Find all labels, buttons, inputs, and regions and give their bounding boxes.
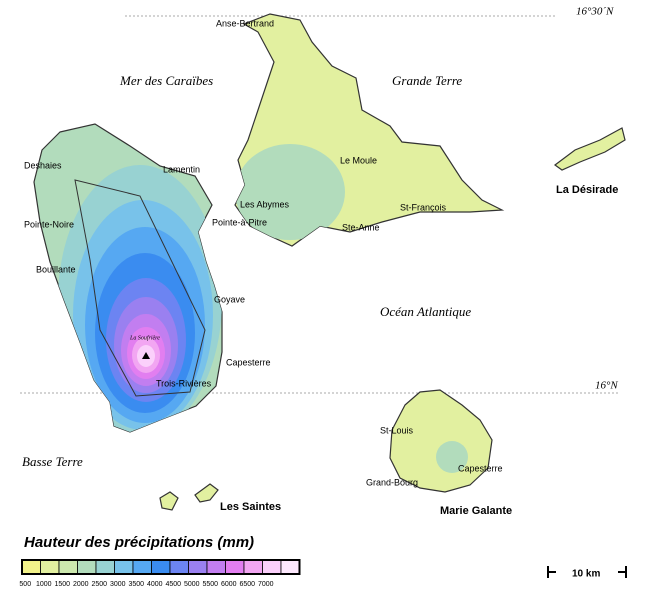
rain-zones — [58, 165, 222, 432]
legend-swatch — [21, 559, 41, 575]
rain-zone — [235, 144, 345, 240]
place-label: Grand-Bourg — [366, 477, 418, 487]
place-label: Lamentin — [163, 164, 200, 174]
island-label: Les Saintes — [220, 501, 281, 513]
place-label: Ste-Anne — [342, 222, 380, 232]
place-label: Pointe-à-Pitre — [212, 217, 267, 227]
legend-swatch — [243, 559, 263, 575]
legend-label: 7000 — [258, 581, 274, 588]
legend-label: 1500 — [54, 581, 70, 588]
legend-label: 5000 — [184, 581, 200, 588]
summit — [142, 352, 150, 359]
legend-swatch — [188, 559, 208, 575]
legend-label: 3000 — [110, 581, 126, 588]
place-label: Les Abymes — [240, 199, 290, 209]
legend-swatch — [132, 559, 152, 575]
place-label: Trois-Rivières — [156, 378, 212, 388]
park-boundary — [74, 179, 206, 397]
les-saintes — [159, 491, 179, 511]
labels: 16°30´N 16°N Mer des Caraïbes Grande Ter… — [22, 6, 618, 580]
legend-label: 5500 — [202, 581, 218, 588]
place-label: Deshaies — [24, 160, 62, 170]
legend-swatch — [77, 559, 97, 575]
scale-bar — [547, 566, 627, 578]
summit-label: La Soufrière — [129, 334, 160, 341]
place-label: Anse-Bertrand — [216, 18, 274, 28]
legend-swatch — [58, 559, 78, 575]
place-label: Bouillante — [36, 264, 76, 274]
legend-swatch — [151, 559, 171, 575]
region-label: Grande Terre — [392, 73, 462, 88]
island-label: La Désirade — [556, 184, 618, 196]
place-label: Le Moule — [340, 155, 377, 165]
les-saintes — [194, 483, 219, 503]
basemap — [20, 13, 627, 578]
legend-title: Hauteur des précipitations (mm) — [24, 534, 254, 551]
legend-swatch — [114, 559, 134, 575]
legend-label: 4000 — [147, 581, 163, 588]
region-label: Basse Terre — [22, 454, 83, 469]
sea-label: Mer des Caraïbes — [119, 73, 213, 88]
place-label: St-François — [400, 202, 447, 212]
legend-label: 2500 — [91, 581, 107, 588]
island-label: Marie Galante — [440, 505, 512, 517]
place-label: Pointe-Noire — [24, 219, 74, 229]
place-label: Capesterre — [226, 357, 271, 367]
legend: Hauteur des précipitations (mm) 500 1000 1… — [19, 534, 301, 588]
legend-label: 6500 — [239, 581, 255, 588]
legend-label: 4500 — [165, 581, 181, 588]
legend-swatch — [40, 559, 60, 575]
legend-swatch — [95, 559, 115, 575]
place-label: Goyave — [214, 294, 245, 304]
legend-swatch — [206, 559, 226, 575]
legend-label: 6000 — [221, 581, 237, 588]
latitude-label: 16°N — [595, 380, 618, 392]
place-label: Capesterre — [458, 463, 503, 473]
marie-galante — [389, 389, 493, 493]
legend-swatch — [280, 559, 300, 575]
legend-swatch — [262, 559, 282, 575]
legend-swatch — [169, 559, 189, 575]
legend-label: 2000 — [73, 581, 89, 588]
sea-label: Océan Atlantique — [380, 304, 471, 319]
la-desirade — [553, 127, 626, 171]
legend-swatch — [225, 559, 245, 575]
legend-frame — [21, 559, 301, 575]
latitude-label: 16°30´N — [576, 6, 614, 18]
place-label: St-Louis — [380, 425, 414, 435]
legend-label: 500 — [19, 581, 31, 588]
legend-label: 3500 — [128, 581, 144, 588]
legend-label: 1000 — [36, 581, 52, 588]
scale-label: 10 km — [572, 569, 600, 580]
